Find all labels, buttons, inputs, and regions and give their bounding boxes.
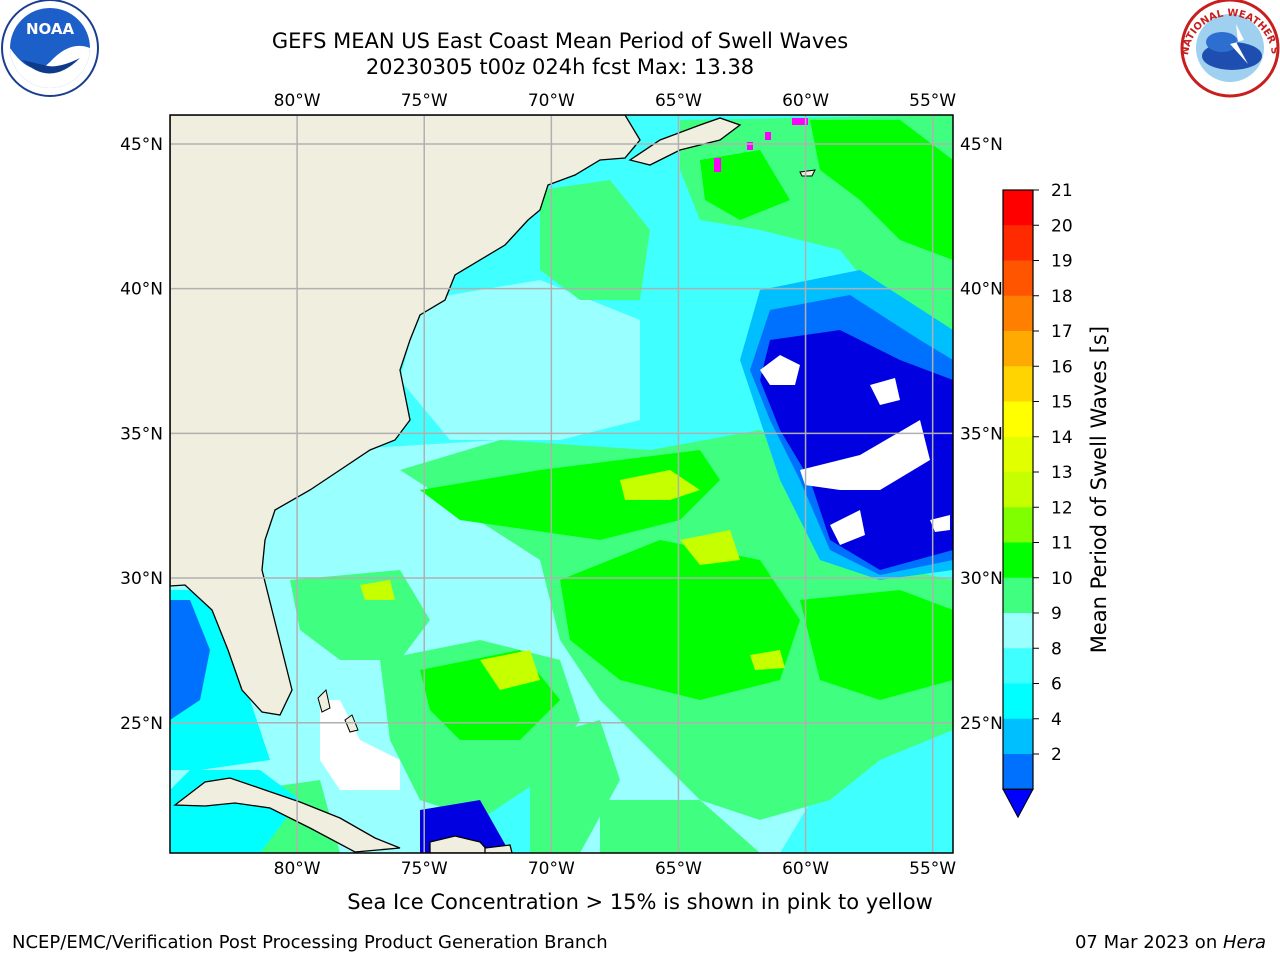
colorbar-tick-label: 17	[1051, 322, 1073, 342]
nws-logo: NATIONAL WEATHER SERVICE	[0, 0, 1280, 98]
colorbar-tick-label: 4	[1051, 710, 1062, 730]
colorbar-label: Mean Period of Swell Waves [s]	[1087, 326, 1111, 653]
colorbar-extend-arrow	[1002, 788, 1034, 819]
lat-label-left: 30°N	[120, 569, 163, 589]
lon-label-bottom: 65°W	[655, 859, 702, 879]
svg-text:NATIONAL WEATHER SERVICE: NATIONAL WEATHER SERVICE	[0, 0, 1280, 56]
lon-label-bottom: 60°W	[782, 859, 829, 879]
colorbar-swatch	[1003, 472, 1033, 508]
colorbar-tick-label: 18	[1051, 287, 1073, 307]
colorbar-swatch	[1003, 577, 1033, 614]
colorbar-swatch	[1003, 648, 1033, 684]
colorbar-swatch	[1003, 401, 1033, 438]
colorbar-tick-label: 16	[1051, 357, 1073, 377]
colorbar-tick-label: 6	[1051, 675, 1062, 695]
colorbar-tick-label: 19	[1051, 252, 1073, 272]
svg-text:NOAA: NOAA	[26, 20, 75, 38]
colorbar-tick-label: 20	[1051, 216, 1073, 236]
colorbar-tick-label: 12	[1051, 498, 1073, 518]
chart-title: GEFS MEAN US East Coast Mean Period of S…	[271, 29, 849, 53]
map-frame	[169, 114, 954, 854]
lat-label-right: 25°N	[960, 714, 1003, 734]
footer-host: Hera	[1222, 932, 1266, 953]
lat-label-left: 40°N	[120, 280, 163, 300]
lon-label-top: 75°W	[401, 91, 448, 111]
colorbar-swatch	[1003, 295, 1033, 332]
lat-label-right: 30°N	[960, 569, 1003, 589]
colorbar-swatch	[1003, 718, 1033, 755]
noaa-logo: NOAA	[1, 0, 99, 97]
colorbar-swatch	[1003, 190, 1033, 226]
colorbar-tick-label: 2	[1051, 745, 1062, 765]
colorbar-tick-label: 13	[1051, 463, 1073, 483]
lat-label-left: 45°N	[120, 135, 163, 155]
colorbar-swatch	[1003, 366, 1033, 402]
colorbar-tick-label: 10	[1051, 569, 1073, 589]
lon-label-top: 65°W	[655, 91, 702, 111]
colorbar-swatch	[1003, 754, 1033, 790]
lon-label-top: 55°W	[909, 91, 956, 111]
footer-credit: NCEP/EMC/Verification Post Processing Pr…	[12, 932, 608, 953]
colorbar-swatch	[1003, 260, 1033, 297]
colorbar-swatch	[1003, 507, 1033, 543]
lat-label-right: 40°N	[960, 280, 1003, 300]
colorbar-tick-label: 8	[1051, 639, 1062, 659]
colorbar-tick-label: 9	[1051, 604, 1062, 624]
colorbar-tick-label: 21	[1051, 181, 1073, 201]
colorbar-swatch	[1003, 436, 1033, 473]
colorbar-swatch	[1003, 331, 1033, 367]
map-gridlines	[170, 115, 953, 853]
colorbar-tick-label: 15	[1051, 393, 1073, 413]
colorbar-swatch	[1003, 683, 1033, 720]
lon-label-top: 60°W	[782, 91, 829, 111]
lat-label-right: 35°N	[960, 424, 1003, 444]
colorbar-tick-label: 11	[1051, 534, 1073, 554]
lon-label-bottom: 55°W	[909, 859, 956, 879]
footer-date-text: 07 Mar 2023 on	[1074, 932, 1223, 953]
lat-label-left: 25°N	[120, 714, 163, 734]
colorbar-swatch	[1003, 225, 1033, 261]
lon-label-top: 70°W	[528, 91, 575, 111]
colorbar-frame	[1002, 189, 1034, 790]
lon-label-bottom: 75°W	[401, 859, 448, 879]
colorbar-swatch	[1003, 542, 1033, 579]
colorbar-tick-label: 14	[1051, 428, 1073, 448]
chart-subtitle: 20230305 t00z 024h fcst Max: 13.38	[365, 55, 755, 79]
colorbar: 21 20 19 18 17 16 15 14 13 12 11 10 9 8 6 4 2 Mean Period…	[1002, 181, 1111, 819]
lon-label-top: 80°W	[274, 91, 321, 111]
land-mass	[170, 115, 816, 853]
lon-label-bottom: 80°W	[274, 859, 321, 879]
colorbar-swatch	[1003, 613, 1033, 649]
sea-ice-caption: Sea Ice Concentration > 15% is shown in …	[347, 890, 933, 914]
footer-date: 07 Mar 2023 on Hera	[1075, 932, 1266, 953]
lon-label-bottom: 70°W	[528, 859, 575, 879]
lat-label-right: 45°N	[960, 135, 1003, 155]
lat-label-left: 35°N	[120, 424, 163, 444]
